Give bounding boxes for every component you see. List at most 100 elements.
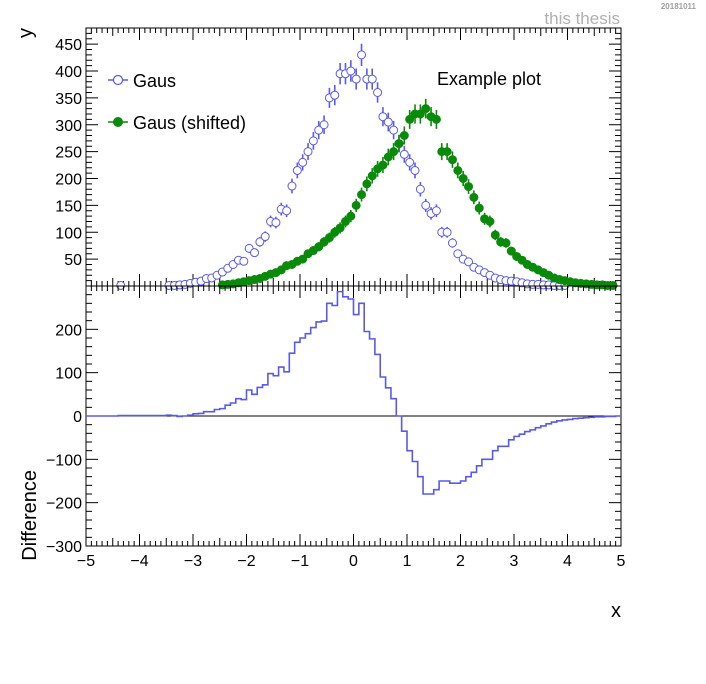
data-point-gaus <box>357 50 367 60</box>
bottom-y-tick-label: −100 <box>46 452 82 469</box>
data-point-gaus <box>367 74 377 84</box>
data-point-gaus <box>250 248 260 258</box>
top-y-tick-label: 450 <box>55 37 82 54</box>
data-point-gaus <box>116 280 126 290</box>
top-y-tick-label: 400 <box>55 64 82 81</box>
data-point-gaus-shifted <box>298 254 308 264</box>
data-point-gaus <box>239 256 249 266</box>
bottom-y-tick-label: −300 <box>46 539 82 556</box>
data-point-gaus-shifted <box>383 152 393 162</box>
data-point-gaus <box>464 257 474 267</box>
data-point-gaus-shifted <box>469 192 479 202</box>
data-point-gaus-shifted <box>431 114 441 124</box>
data-point-gaus-shifted <box>346 211 356 221</box>
series-gaus <box>116 43 570 290</box>
data-point-gaus <box>308 136 318 146</box>
x-tick-label: 2 <box>456 553 465 570</box>
legend-label-gaus: Gaus <box>133 71 176 91</box>
x-tick-label: −4 <box>130 553 148 570</box>
data-point-gaus <box>260 232 270 242</box>
plot-annotation: Example plot <box>437 69 541 89</box>
x-tick-label: −1 <box>291 553 309 570</box>
x-tick-label: 4 <box>563 553 572 570</box>
data-point-gaus-shifted <box>506 246 516 256</box>
data-point-gaus <box>351 74 361 84</box>
data-point-gaus-shifted <box>490 230 500 240</box>
top-y-tick-label: 250 <box>55 145 82 162</box>
x-tick-label: 0 <box>349 553 358 570</box>
data-point-gaus-shifted <box>335 223 345 233</box>
x-tick-label: −5 <box>77 553 95 570</box>
data-point-gaus <box>389 125 399 135</box>
data-point-gaus <box>431 206 441 216</box>
data-point-gaus-shifted <box>389 147 399 157</box>
x-tick-label: −3 <box>184 553 202 570</box>
top-y-tick-label: 50 <box>64 252 82 269</box>
data-point-gaus-shifted <box>474 203 484 213</box>
data-point-gaus <box>410 165 420 175</box>
data-point-gaus-shifted <box>608 280 618 290</box>
data-point-gaus <box>314 125 324 135</box>
x-tick-label: 1 <box>403 553 412 570</box>
watermark-text: this thesis <box>544 9 620 28</box>
data-point-gaus-shifted <box>351 200 361 210</box>
x-tick-label: 5 <box>617 553 626 570</box>
datestamp-text: 20181011 <box>661 2 697 11</box>
data-point-gaus-shifted <box>357 190 367 200</box>
legend-marker-gaus <box>112 74 124 86</box>
data-point-gaus-shifted <box>447 155 457 165</box>
x-tick-label: −2 <box>237 553 255 570</box>
top-y-tick-label: 350 <box>55 91 82 108</box>
legend: Gaus Gaus (shifted) <box>108 71 246 133</box>
data-point-gaus <box>453 249 463 259</box>
data-point-gaus-shifted <box>405 114 415 124</box>
data-point-gaus-shifted <box>421 104 431 114</box>
x-tick-label: 3 <box>510 553 519 570</box>
data-point-gaus <box>346 66 356 76</box>
top-y-tick-label: 100 <box>55 225 82 242</box>
data-point-gaus <box>421 200 431 210</box>
bottom-panel: −300 −200 −100 0 100 200 −5 −4 −3 −2 −1 0 1 2 3 4 5 <box>46 285 626 570</box>
data-point-gaus-shifted <box>458 174 468 183</box>
data-point-gaus-shifted <box>367 171 377 181</box>
bottom-y-axis-title: Difference <box>19 470 41 561</box>
data-point-gaus-shifted <box>415 109 425 119</box>
data-point-gaus <box>287 181 297 191</box>
data-point-gaus <box>255 237 265 247</box>
bottom-y-tick-label: 100 <box>55 366 82 383</box>
data-point-gaus-shifted <box>464 182 474 192</box>
difference-histogram <box>86 290 621 495</box>
data-point-gaus <box>319 120 329 130</box>
top-y-axis-title: y <box>15 28 37 38</box>
data-point-gaus <box>399 149 409 159</box>
top-panel: 50 100 150 200 250 300 350 400 450 <box>55 27 622 290</box>
bottom-y-tick-label: −200 <box>46 496 82 513</box>
data-point-gaus-shifted <box>324 233 334 243</box>
bottom-y-tick-label: 0 <box>73 409 82 426</box>
data-point-gaus-shifted <box>501 238 511 248</box>
data-point-gaus <box>442 227 452 237</box>
data-point-gaus <box>383 117 393 127</box>
data-point-gaus <box>447 238 457 248</box>
data-point-gaus-shifted <box>362 179 372 189</box>
top-y-tick-label: 300 <box>55 118 82 135</box>
data-point-gaus-shifted <box>394 139 404 149</box>
data-point-gaus-shifted <box>442 147 452 157</box>
data-point-gaus <box>292 165 302 175</box>
top-plot-frame <box>85 27 622 287</box>
data-point-gaus <box>271 218 281 228</box>
bottom-y-tick-label: 200 <box>55 322 82 339</box>
data-point-gaus <box>405 157 415 167</box>
data-point-gaus-shifted <box>378 160 388 170</box>
legend-marker-gaus-shifted <box>113 117 123 127</box>
data-point-gaus-shifted <box>485 217 495 226</box>
data-point-gaus <box>378 112 388 122</box>
data-point-gaus <box>282 206 292 216</box>
data-point-gaus <box>373 88 383 97</box>
data-point-gaus-shifted <box>399 131 409 140</box>
x-axis-title: x <box>611 600 621 622</box>
series-gaus-shifted <box>217 98 618 290</box>
legend-label-gaus-shifted: Gaus (shifted) <box>133 113 246 133</box>
top-y-tick-label: 200 <box>55 172 82 189</box>
